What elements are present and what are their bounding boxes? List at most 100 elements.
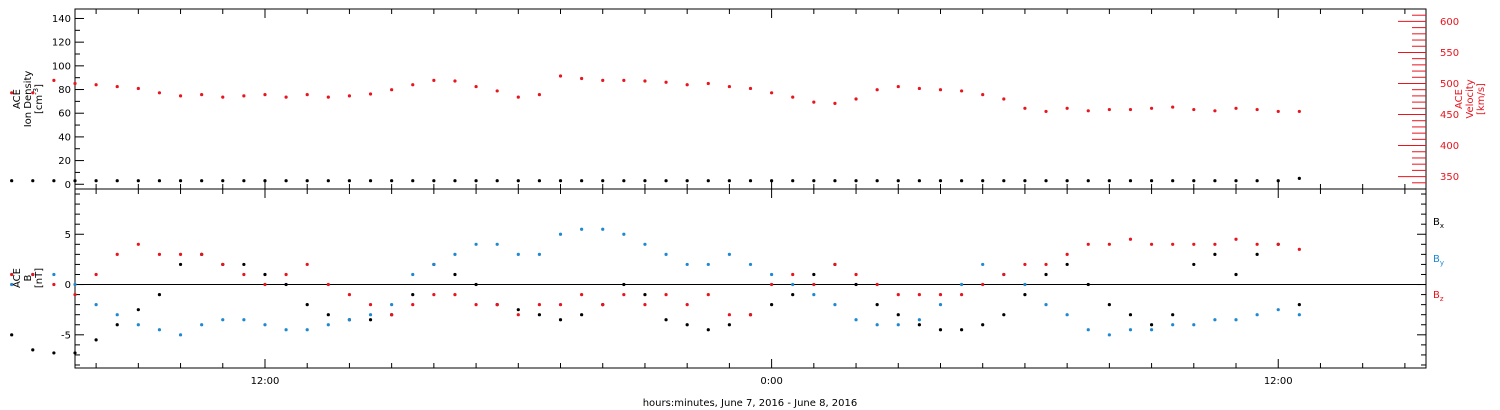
by-point bbox=[1023, 282, 1027, 287]
bz-point bbox=[390, 313, 394, 317]
bz-point bbox=[347, 292, 352, 297]
velocity-point bbox=[263, 93, 267, 97]
bx-point bbox=[1171, 313, 1175, 317]
by-point bbox=[1234, 318, 1238, 322]
velocity-point bbox=[326, 95, 330, 99]
density-point bbox=[73, 179, 77, 183]
velocity-point bbox=[368, 92, 373, 96]
bz-point bbox=[1002, 272, 1006, 277]
velocity-point bbox=[558, 74, 563, 78]
by-point bbox=[453, 252, 457, 256]
velocity-point bbox=[178, 94, 183, 98]
x-tick-label: 12:00 bbox=[251, 376, 280, 387]
density-point bbox=[1023, 179, 1027, 183]
by-point bbox=[1297, 313, 1301, 317]
velocity-point bbox=[1213, 109, 1217, 113]
velocity-point bbox=[221, 95, 225, 99]
velocity-point bbox=[896, 84, 900, 89]
by-point bbox=[178, 333, 183, 337]
b-field-axis-label: ACE B [nT] bbox=[12, 268, 45, 288]
velocity-point bbox=[1234, 106, 1238, 110]
velocity-point bbox=[1276, 109, 1280, 114]
by-point bbox=[1276, 308, 1280, 312]
bz-point bbox=[1255, 242, 1259, 246]
bz-point bbox=[601, 303, 605, 307]
velocity-point bbox=[136, 86, 140, 91]
bz-point bbox=[812, 282, 816, 287]
bx-point bbox=[94, 338, 98, 342]
density-point bbox=[474, 179, 478, 183]
by-point bbox=[1213, 318, 1217, 322]
velocity-axis-label-line2: Velocity bbox=[1465, 79, 1476, 118]
bx-point bbox=[1149, 323, 1154, 327]
velocity-axis-label: ACE Velocity [km/s] bbox=[1454, 79, 1487, 118]
velocity-point bbox=[200, 93, 204, 97]
density-point bbox=[411, 179, 415, 183]
density-tick-label: 0 bbox=[65, 180, 71, 191]
bz-point bbox=[896, 292, 900, 297]
bz-point bbox=[326, 282, 330, 287]
b-tick-label: 0 bbox=[65, 280, 71, 291]
bx-point bbox=[938, 328, 943, 332]
density-point bbox=[622, 179, 626, 183]
by-point bbox=[10, 282, 14, 287]
bz-point bbox=[622, 292, 626, 297]
bz-point bbox=[1044, 262, 1048, 267]
density-point bbox=[1128, 179, 1133, 183]
bx-point bbox=[685, 323, 689, 327]
bx-point bbox=[537, 313, 542, 317]
density-point bbox=[1149, 179, 1154, 183]
density-point bbox=[221, 179, 225, 183]
velocity-tick-label: 550 bbox=[1440, 48, 1459, 59]
density-point bbox=[347, 179, 352, 183]
bz-point bbox=[1234, 237, 1238, 241]
density-point bbox=[453, 179, 457, 183]
density-point bbox=[727, 179, 731, 183]
velocity-point bbox=[432, 78, 436, 82]
b-field-axis: -5 0 5 bbox=[61, 193, 1426, 366]
density-point bbox=[959, 179, 964, 183]
bz-point bbox=[453, 292, 457, 297]
density-tick-label: 140 bbox=[52, 14, 71, 25]
bx-point bbox=[854, 282, 858, 287]
density-point bbox=[1213, 179, 1217, 183]
bx-point bbox=[73, 351, 77, 355]
velocity-point bbox=[1128, 107, 1133, 112]
density-axis-label: ACE Ion Density [cm-3] bbox=[12, 71, 45, 128]
density-point bbox=[263, 179, 267, 183]
bz-point bbox=[368, 303, 373, 307]
velocity-series bbox=[10, 74, 1301, 114]
density-point bbox=[791, 179, 795, 183]
bx-point bbox=[263, 272, 267, 277]
bz-point bbox=[959, 292, 964, 297]
velocity-point bbox=[917, 86, 921, 91]
by-point bbox=[791, 282, 795, 287]
velocity-point bbox=[537, 93, 542, 97]
bx-point bbox=[622, 282, 626, 287]
by-point bbox=[73, 282, 77, 287]
bx-point bbox=[115, 323, 119, 327]
bx-point bbox=[1023, 292, 1027, 297]
velocity-point bbox=[157, 91, 162, 95]
density-tick-label: 120 bbox=[52, 38, 71, 49]
bx-point bbox=[284, 282, 288, 287]
velocity-point bbox=[959, 89, 964, 93]
bz-point bbox=[31, 272, 35, 277]
density-point bbox=[10, 179, 14, 183]
velocity-tick-label: 500 bbox=[1440, 79, 1459, 90]
density-series bbox=[10, 176, 1301, 183]
by-point bbox=[812, 292, 816, 297]
bx-point bbox=[305, 303, 309, 307]
density-point bbox=[601, 179, 605, 183]
bz-point bbox=[1023, 262, 1027, 267]
legend-bz: Bz bbox=[1433, 290, 1444, 303]
density-point bbox=[833, 179, 837, 183]
by-point bbox=[1044, 303, 1048, 307]
velocity-tick-label: 400 bbox=[1440, 141, 1459, 152]
by-point bbox=[938, 303, 943, 307]
bx-point bbox=[368, 318, 373, 322]
by-point bbox=[917, 318, 921, 322]
bz-point bbox=[537, 303, 542, 307]
bx-point bbox=[1107, 303, 1111, 307]
by-point bbox=[1065, 313, 1069, 317]
